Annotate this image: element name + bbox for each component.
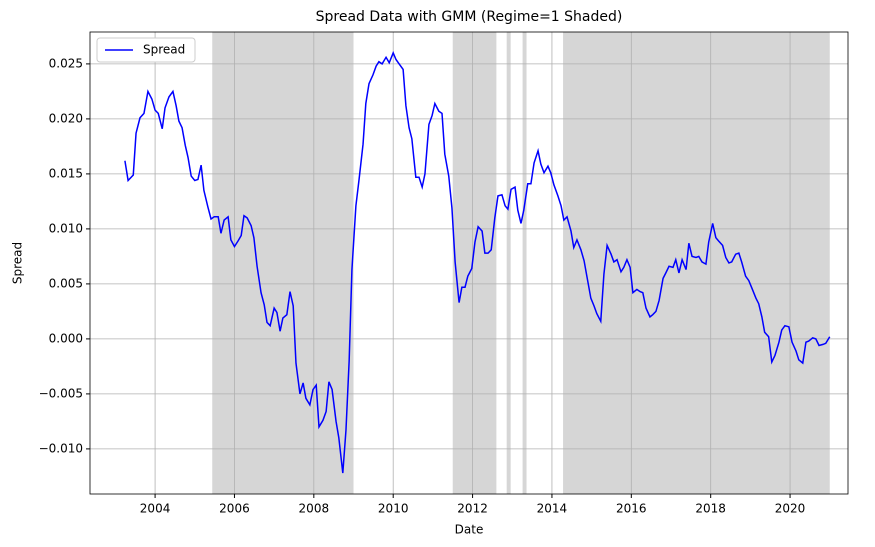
- legend-label: Spread: [143, 43, 185, 57]
- x-axis-label: Date: [455, 523, 484, 537]
- y-tick-label: −0.005: [39, 386, 83, 400]
- shaded-region: [212, 32, 354, 494]
- plot-frame: [89, 31, 849, 495]
- x-tick-label: 2010: [378, 502, 409, 516]
- shaded-region: [563, 32, 830, 494]
- y-tick-label: 0.015: [49, 166, 83, 180]
- x-tick-label: 2012: [457, 502, 488, 516]
- shaded-region: [522, 32, 527, 494]
- y-axis-label: Spread: [11, 242, 25, 284]
- x-tick-label: 2008: [299, 502, 330, 516]
- x-tick-label: 2004: [140, 502, 171, 516]
- y-tick-label: −0.010: [39, 441, 83, 455]
- y-tick-label: 0.025: [49, 56, 83, 70]
- shaded-region: [452, 32, 497, 494]
- series-line: [124, 50, 831, 474]
- y-tick-label: 0.005: [49, 276, 83, 290]
- chart-title: Spread Data with GMM (Regime=1 Shaded): [316, 9, 623, 25]
- legend-box: [96, 37, 196, 63]
- y-tick-label: 0.020: [49, 111, 83, 125]
- x-tick-label: 2020: [775, 502, 806, 516]
- shaded-region: [506, 32, 511, 494]
- x-tick-label: 2016: [616, 502, 647, 516]
- x-tick-label: 2018: [695, 502, 726, 516]
- y-tick-label: 0.000: [49, 331, 83, 345]
- x-tick-label: 2006: [219, 502, 250, 516]
- x-tick-label: 2014: [537, 502, 568, 516]
- y-tick-label: 0.010: [49, 221, 83, 235]
